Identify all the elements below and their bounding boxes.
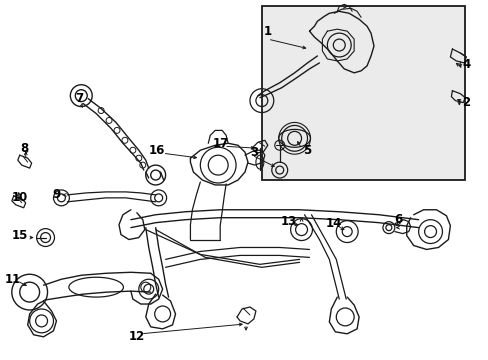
Text: 3: 3 xyxy=(249,146,258,159)
Text: 15: 15 xyxy=(12,229,28,242)
Text: 10: 10 xyxy=(12,192,28,204)
Text: 16: 16 xyxy=(148,144,164,157)
Text: 6: 6 xyxy=(394,213,402,226)
Text: 11: 11 xyxy=(5,273,21,286)
Text: 12: 12 xyxy=(128,330,144,343)
Text: 14: 14 xyxy=(325,217,342,230)
Text: 17: 17 xyxy=(213,137,229,150)
Text: 8: 8 xyxy=(20,142,29,155)
Bar xyxy=(262,6,464,180)
Text: 5: 5 xyxy=(303,144,311,157)
Text: 13: 13 xyxy=(280,215,296,228)
Text: 2: 2 xyxy=(461,96,469,109)
Text: 7: 7 xyxy=(75,92,83,105)
Text: 1: 1 xyxy=(263,24,271,38)
Text: 4: 4 xyxy=(461,58,469,71)
Text: 9: 9 xyxy=(52,188,61,201)
